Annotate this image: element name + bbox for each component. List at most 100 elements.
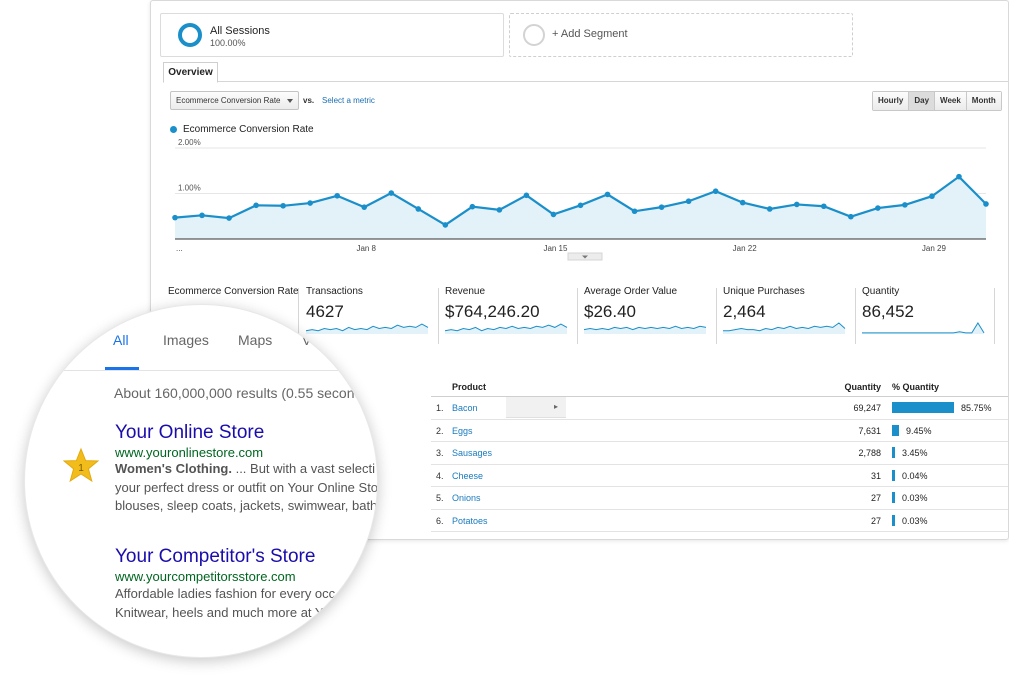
product-link[interactable]: Sausages [452,448,493,458]
row-percent: 3.45% [902,448,928,458]
x-tick-label: Jan 8 [356,244,376,253]
quantity-share-bar [892,424,899,436]
row-percent: 0.04% [902,470,928,481]
stat-average-order-value: Average Order Value $26.40 [584,286,714,344]
table-row[interactable]: 6. Potatoes 27 0.03% [431,510,1008,532]
product-link[interactable]: Eggs [452,425,473,436]
sparkline [862,322,985,334]
data-point [848,213,854,220]
select-metric-link[interactable]: Select a metric [322,96,375,105]
period-month-button[interactable]: Month [966,92,1001,110]
result-description-bold: Women's Clothing. [115,461,232,476]
quantity-share-bar [892,514,895,526]
quantity-share-bar [892,492,895,503]
data-point [172,214,178,221]
empty-segment-icon [523,24,545,46]
stat-label: Transactions [306,286,363,297]
stat-label: Quantity [862,286,900,297]
stat-label: Average Order Value [584,286,678,297]
table-row[interactable]: 1. Bacon 69,247 85.75% [431,397,1008,420]
header-pct-quantity[interactable]: % Quantity [892,382,940,392]
segment-title: All Sessions [210,25,270,37]
data-point [577,202,584,209]
stat-value: 2,464 [723,302,766,321]
data-point [685,198,692,205]
stats-row: Ecommerce Conversion Rate Transactions 4… [168,286,998,346]
product-link[interactable]: Bacon [452,403,478,413]
data-point [307,200,313,206]
row-percent: 0.03% [902,515,928,526]
table-body: 1. Bacon 69,247 85.75% 2. Eggs 7,631 9.45% 3. Sau… [431,397,1008,532]
results-count: About 160,000,000 results (0.55 seconds) [114,385,374,401]
row-percent: 9.45% [906,425,932,436]
header-quantity[interactable]: Quantity [844,382,881,392]
period-hourly-button[interactable]: Hourly [873,92,910,110]
period-day-button[interactable]: Day [909,92,936,110]
data-point [523,192,530,199]
row-number: 5. [436,493,444,503]
result-description-line: ... But with a vast selecti [231,461,376,476]
data-point [712,188,719,195]
table-row[interactable]: 4. Cheese 31 0.04% [431,465,1008,487]
search-results-page: All Images Maps V About 160,000,000 resu… [25,305,377,657]
result-title-1[interactable]: Your Online Store [115,422,265,443]
table-row[interactable]: 2. Eggs 7,631 9.45% [431,420,1008,442]
data-point [442,222,449,228]
search-tab-maps[interactable]: Maps [238,332,273,348]
metric-select-value: Ecommerce Conversion Rate [176,96,281,105]
collapse-arrow-icon [582,255,588,259]
x-tick-label: Jan 22 [733,244,758,253]
metric-select[interactable]: Ecommerce Conversion Rate [170,91,299,110]
row-percent: 0.03% [902,493,928,503]
row-number: 1. [436,403,444,413]
row-quantity: 69,247 [853,403,881,413]
table-header: Product Quantity % Quantity [431,378,1008,397]
dimension-row-selected[interactable]: ▸ [506,397,566,418]
table-row[interactable]: 3. Sausages 2,788 3.45% [431,442,1008,465]
result-url-1[interactable]: www.youronlinestore.com [115,445,264,460]
table-row[interactable]: 5. Onions 27 0.03% [431,487,1008,510]
result-title-2[interactable]: Your Competitor's Store [115,546,316,567]
data-point [280,202,286,209]
tab-overview[interactable]: Overview [163,62,218,83]
period-button-group: Hourly Day Week Month [872,91,1002,111]
x-tick-label: Jan 15 [543,244,568,253]
add-segment-button[interactable]: + Add Segment [509,13,853,57]
caret-down-icon [287,99,293,103]
y-tick-label: 1.00% [178,184,201,193]
data-point [983,201,989,207]
product-link[interactable]: Potatoes [452,515,488,526]
stat-label: Ecommerce Conversion Rate [168,286,299,297]
data-point [361,204,368,210]
stat-quantity: Quantity 86,452 [862,286,992,344]
stat-label: Unique Purchases [723,286,805,297]
result-description-line: Affordable ladies fashion for every occ [115,586,336,601]
sparkline [583,325,707,331]
product-link[interactable]: Cheese [452,470,484,481]
result-description-2: Affordable ladies fashion for every occ … [115,585,335,622]
data-point [496,207,503,213]
data-point [199,212,205,219]
stat-divider [994,288,995,344]
stat-value: 4627 [306,302,344,321]
data-point [604,191,611,198]
data-point [631,208,638,215]
search-tab-all[interactable]: All [113,332,129,348]
segment-all-sessions[interactable]: All Sessions 100.00% [160,13,504,57]
quantity-share-bar [892,447,895,458]
search-tab-images[interactable]: Images [163,332,209,348]
search-tab-videos[interactable]: V [302,332,312,348]
stat-divider [438,288,439,344]
data-point [739,199,746,206]
data-point [793,201,800,208]
period-week-button[interactable]: Week [935,92,967,110]
legend-dot-icon [170,125,177,133]
tab-divider [31,370,377,371]
data-point [334,192,340,199]
header-product[interactable]: Product [452,382,487,392]
stat-divider [716,288,717,344]
row-number: 2. [436,425,444,436]
product-link[interactable]: Onions [452,493,481,503]
sparkline-area [584,326,706,334]
result-url-2[interactable]: www.yourcompetitorsstore.com [115,569,296,584]
